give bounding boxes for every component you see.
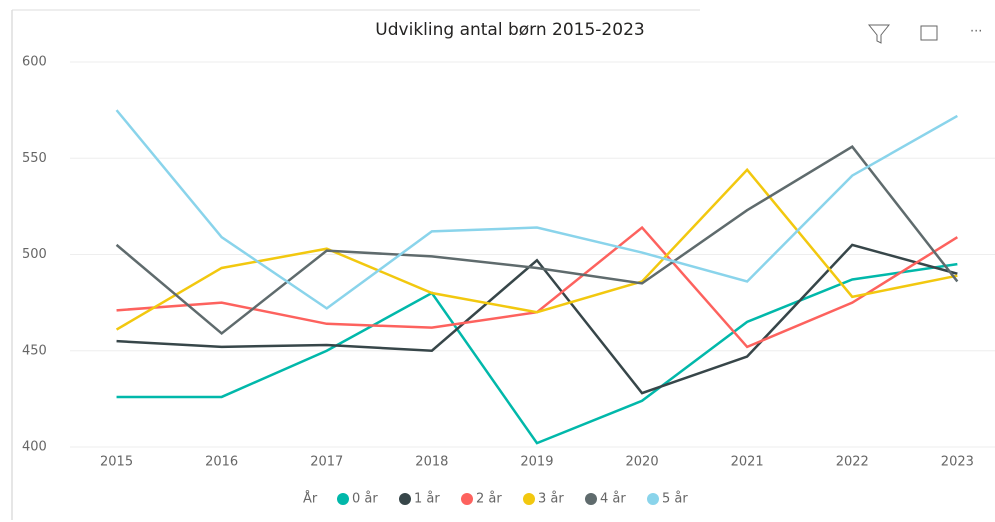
legend-swatch: [399, 493, 411, 505]
filter-glyph[interactable]: [867, 24, 891, 44]
legend-label: 5 år: [662, 492, 688, 507]
x-tick-label: 2017: [310, 455, 343, 470]
x-tick-label: 2015: [100, 455, 133, 470]
chart-title: Udvikling antal børn 2015-2023: [375, 20, 644, 40]
y-tick-label: 600: [22, 55, 47, 70]
x-tick-label: 2018: [415, 455, 448, 470]
legend-swatch: [523, 493, 535, 505]
legend-swatch: [585, 493, 597, 505]
more-icon[interactable]: ···: [970, 25, 982, 40]
legend-title: År: [303, 491, 318, 507]
series-line: [116, 262, 958, 445]
x-tick-label: 2021: [731, 455, 764, 470]
legend-label: 3 år: [538, 492, 564, 507]
x-tick-label: 2016: [205, 455, 238, 470]
y-tick-label: 450: [22, 343, 47, 358]
x-tick-label: 2020: [626, 455, 659, 470]
legend-swatch: [461, 493, 473, 505]
filter-icon[interactable]: [867, 24, 891, 44]
legend-label: 2 år: [476, 492, 502, 507]
series-line: [115, 145, 959, 336]
series-line: [116, 243, 958, 395]
focus-glyph[interactable]: [920, 25, 938, 41]
legend-label: 0 år: [352, 492, 378, 507]
y-tick-label: 500: [22, 247, 47, 262]
legend-label: 1 år: [414, 492, 440, 507]
x-tick-label: 2022: [836, 455, 869, 470]
series-line: [115, 109, 958, 310]
y-tick-label: 400: [22, 440, 47, 455]
focus-icon[interactable]: [920, 25, 938, 41]
legend-swatch: [337, 493, 349, 505]
legend-label: 4 år: [600, 492, 626, 507]
x-tick-label: 2019: [520, 455, 553, 470]
legend-swatch: [647, 493, 659, 505]
x-tick-label: 2023: [941, 455, 974, 470]
y-tick-label: 550: [22, 151, 47, 166]
